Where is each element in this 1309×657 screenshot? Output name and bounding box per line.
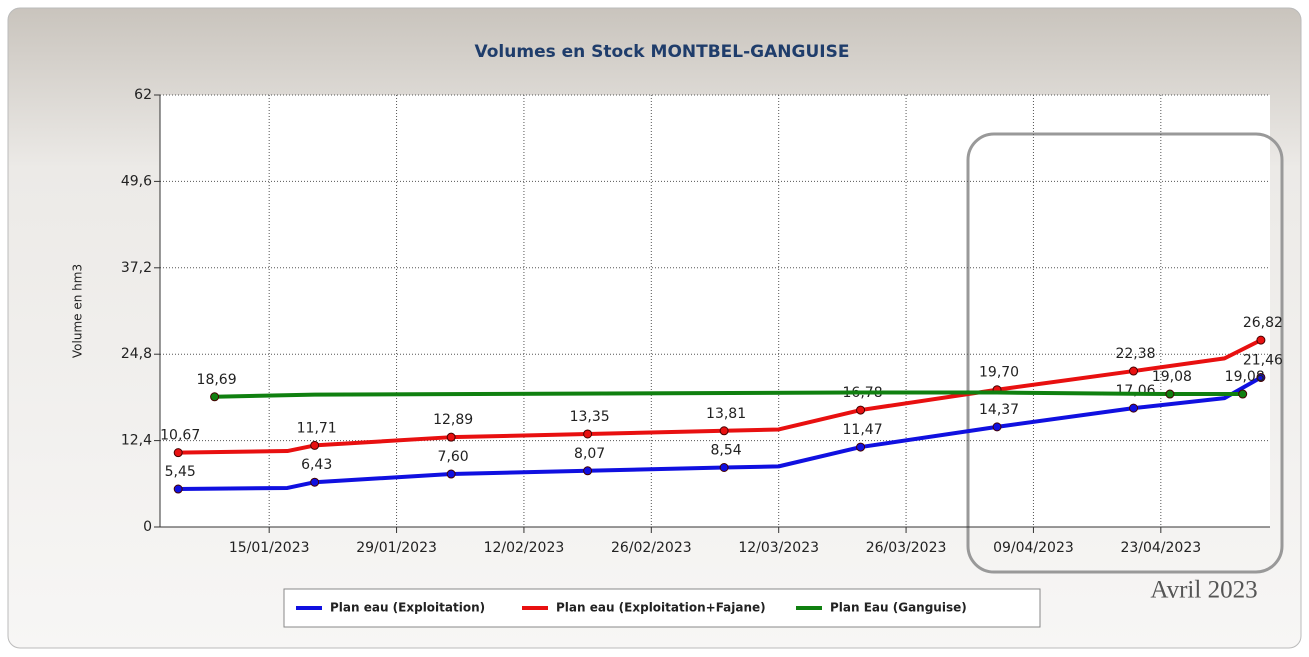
data-label: 21,46 xyxy=(1243,352,1283,368)
y-tick-label: 62 xyxy=(134,87,152,103)
data-label: 22,38 xyxy=(1115,346,1155,362)
data-label: 13,81 xyxy=(706,406,746,422)
data-point xyxy=(856,442,866,452)
x-tick-label: 26/02/2023 xyxy=(611,540,692,556)
legend-label: Plan eau (Exploitation) xyxy=(330,601,485,615)
data-label: 19,70 xyxy=(979,365,1019,381)
data-label: 26,82 xyxy=(1243,315,1283,331)
data-point xyxy=(310,440,320,450)
series-line xyxy=(178,338,1262,455)
data-label: 10,67 xyxy=(160,428,200,444)
data-point xyxy=(446,469,456,479)
data-label: 17,06 xyxy=(1115,383,1155,399)
data-label: 11,71 xyxy=(297,420,337,436)
data-point xyxy=(310,477,320,487)
data-label: 12,89 xyxy=(433,412,473,428)
data-label: 8,07 xyxy=(574,446,605,462)
y-tick-label: 0 xyxy=(143,519,152,535)
data-point xyxy=(583,429,593,439)
x-tick-label: 12/02/2023 xyxy=(484,540,565,556)
x-tick-label: 12/03/2023 xyxy=(738,540,819,556)
data-point xyxy=(1238,389,1248,399)
data-point xyxy=(719,426,729,436)
y-tick-label: 37,2 xyxy=(121,260,152,276)
data-point xyxy=(173,484,183,494)
data-label: 19,08 xyxy=(1152,369,1192,385)
legend xyxy=(283,588,1041,628)
x-tick-label: 15/01/2023 xyxy=(229,540,310,556)
data-label: 19,08 xyxy=(1225,369,1265,385)
y-tick-label: 12,4 xyxy=(121,433,152,449)
x-tick-label: 26/03/2023 xyxy=(866,540,947,556)
data-label: 18,69 xyxy=(197,372,237,388)
data-point xyxy=(1129,403,1139,413)
data-label: 7,60 xyxy=(438,449,469,465)
data-label: 14,37 xyxy=(979,402,1019,418)
data-point xyxy=(1165,389,1175,399)
data-point xyxy=(992,422,1002,432)
data-point xyxy=(1256,335,1266,345)
plot-area xyxy=(160,95,1270,527)
data-point xyxy=(583,466,593,476)
legend-label: Plan eau (Exploitation+Fajane) xyxy=(556,601,766,615)
series-line xyxy=(214,390,1243,399)
data-label: 11,47 xyxy=(843,422,883,438)
y-axis-label: Volume en hm3 xyxy=(71,264,85,358)
data-point xyxy=(1256,372,1266,382)
y-tick-label: 24,8 xyxy=(121,346,152,362)
chart-title: Volumes en Stock MONTBEL-GANGUISE xyxy=(475,42,850,62)
data-point xyxy=(856,405,866,415)
highlight-box xyxy=(966,132,1284,574)
x-tick-label: 23/04/2023 xyxy=(1120,540,1201,556)
data-point xyxy=(1129,366,1139,376)
y-tick-label: 49,6 xyxy=(121,173,152,189)
data-point xyxy=(173,448,183,458)
data-point xyxy=(210,392,220,402)
data-label: 8,54 xyxy=(711,442,742,458)
x-tick-label: 09/04/2023 xyxy=(993,540,1074,556)
data-label: 6,43 xyxy=(301,457,332,473)
x-tick-label: 29/01/2023 xyxy=(356,540,437,556)
data-point xyxy=(719,462,729,472)
data-label: 13,35 xyxy=(570,409,610,425)
series-line xyxy=(178,375,1262,492)
data-point xyxy=(446,432,456,442)
data-label: 5,45 xyxy=(165,464,196,480)
annotation: Avril 2023 xyxy=(1150,577,1257,604)
legend-label: Plan Eau (Ganguise) xyxy=(830,601,967,615)
